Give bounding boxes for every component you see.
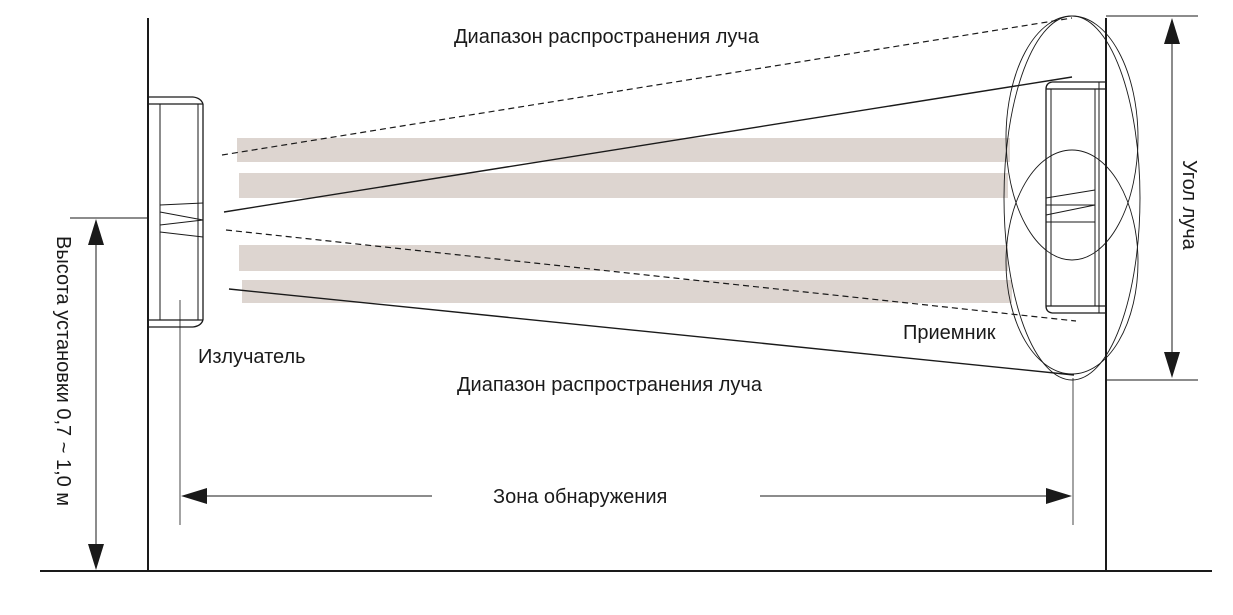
detection-zone-dimension [179, 300, 1074, 525]
beam-spread-dashed-top [221, 17, 1073, 156]
emitter-device [148, 96, 204, 328]
receiver-label: Приемник [903, 322, 996, 344]
receiver-device [1045, 81, 1107, 314]
beam-angle-ellipse-outer [1003, 15, 1141, 381]
beam-spread-lines [221, 17, 1077, 376]
beam-angle-label: Угол луча [1178, 160, 1200, 251]
beam-spread-solid-bottom [228, 288, 1075, 376]
beam-angle-ellipses [1003, 15, 1141, 381]
ir-beam-1 [237, 138, 1010, 162]
beam-spread-dashed-bottom [225, 229, 1077, 322]
beam-spread-solid-top [223, 76, 1073, 213]
detection-zone-label: Зона обнаружения [493, 486, 667, 508]
ir-beam-4 [242, 280, 1012, 303]
beam-range-bottom-label: Диапазон распространения луча [457, 374, 763, 396]
ir-beam-3 [239, 245, 1008, 271]
beam-angle-ellipse-upper [1005, 15, 1139, 261]
ir-beam-2 [239, 173, 1008, 198]
arrow-right-icon [1046, 488, 1072, 504]
ir-beams [237, 138, 1012, 303]
mount-height-dimension [70, 217, 148, 570]
mount-height-label: Высота установки 0,7 ~ 1,0 м [52, 236, 74, 506]
arrow-down-icon [88, 544, 104, 570]
beam-range-top-label: Диапазон распространения луча [454, 26, 760, 48]
arrow-left-icon [181, 488, 207, 504]
emitter-label: Излучатель [198, 346, 306, 368]
arrow-up-icon [88, 219, 104, 245]
beam-angle-dimension [1106, 15, 1198, 381]
arrow-up-icon [1164, 18, 1180, 44]
beam-angle-ellipse-lower [1005, 149, 1139, 375]
arrow-down-icon [1164, 352, 1180, 378]
